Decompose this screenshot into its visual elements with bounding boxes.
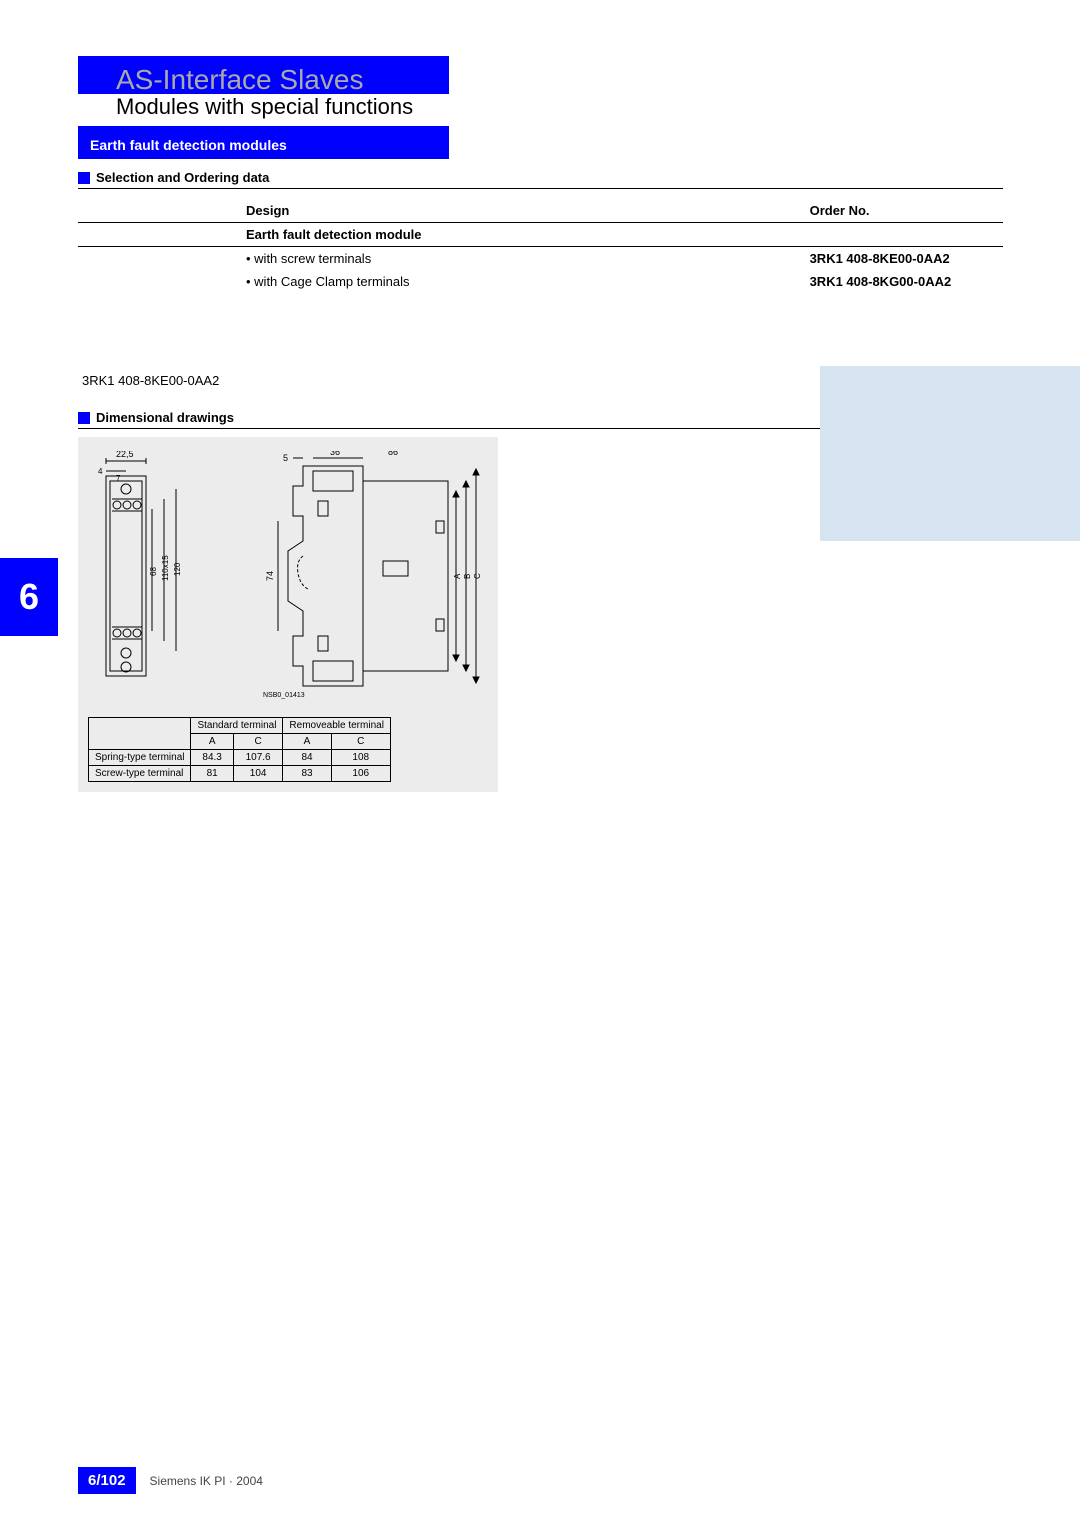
chapter-tab: 6 [0, 558, 58, 636]
content-area: Selection and Ordering data Design Order… [78, 170, 1003, 792]
order-highlight-column [820, 366, 1080, 541]
svg-text:120: 120 [173, 562, 182, 576]
svg-text:68: 68 [149, 567, 158, 576]
square-bullet-icon [78, 172, 90, 184]
svg-text:5: 5 [283, 453, 288, 463]
dim-th-std: Standard terminal [191, 718, 283, 734]
ordering-group-row: Earth fault detection module [78, 223, 1003, 247]
svg-text:36: 36 [330, 451, 340, 457]
dimensional-drawing: 22,5 4 7 [88, 451, 488, 711]
col-design-header: Design [246, 203, 730, 218]
ordering-group-label: Earth fault detection module [246, 227, 730, 242]
ordering-table: Design Order No. Earth fault detection m… [78, 195, 1003, 388]
dim-th-rem: Removeable terminal [283, 718, 391, 734]
svg-text:7: 7 [116, 474, 121, 483]
svg-text:C: C [473, 573, 482, 579]
svg-text:B: B [463, 574, 472, 579]
page-footer: 6/102 Siemens IK PI · 2004 [78, 1467, 263, 1494]
svg-text:4: 4 [98, 467, 103, 476]
page-title: AS-Interface Slaves [116, 64, 435, 96]
section-bluebar: Earth fault detection modules [78, 132, 449, 159]
col-order-header: Order No. [810, 203, 1003, 218]
ordering-order-0: 3RK1 408-8KE00-0AA2 [810, 251, 1003, 266]
ordering-design-1: with Cage Clamp terminals [246, 274, 730, 289]
dimension-table: Standard terminal Removeable terminal A … [88, 717, 391, 782]
footer-text: Siemens IK PI · 2004 [150, 1474, 263, 1488]
drawing-box: 22,5 4 7 [78, 437, 498, 792]
section-ordering-head: Selection and Ordering data [78, 170, 1003, 189]
svg-text:74: 74 [265, 571, 275, 581]
ordering-header-row: Design Order No. [78, 199, 1003, 223]
page-number-badge: 6/102 [78, 1467, 136, 1494]
square-bullet-icon [78, 412, 90, 424]
part-caption: 3RK1 408-8KE00-0AA2 [82, 373, 1003, 388]
section-dim-title: Dimensional drawings [96, 410, 234, 425]
table-row: Spring-type terminal 84.3 107.6 84 108 [89, 750, 391, 766]
svg-text:22,5: 22,5 [116, 451, 134, 459]
svg-text:NSB0_01413: NSB0_01413 [263, 692, 305, 699]
ordering-row: with screw terminals 3RK1 408-8KE00-0AA2 [78, 247, 1003, 270]
ordering-order-1: 3RK1 408-8KG00-0AA2 [810, 274, 1003, 289]
ordering-row: with Cage Clamp terminals 3RK1 408-8KG00… [78, 270, 1003, 293]
svg-text:110x15: 110x15 [161, 555, 170, 581]
ordering-design-0: with screw terminals [246, 251, 730, 266]
table-row: Standard terminal Removeable terminal [89, 718, 391, 734]
page-subtitle: Modules with special functions [116, 94, 478, 120]
section-ordering-title: Selection and Ordering data [96, 170, 269, 185]
table-row: Screw-type terminal 81 104 83 106 [89, 766, 391, 782]
svg-text:A: A [453, 573, 462, 579]
svg-text:86: 86 [388, 451, 398, 457]
